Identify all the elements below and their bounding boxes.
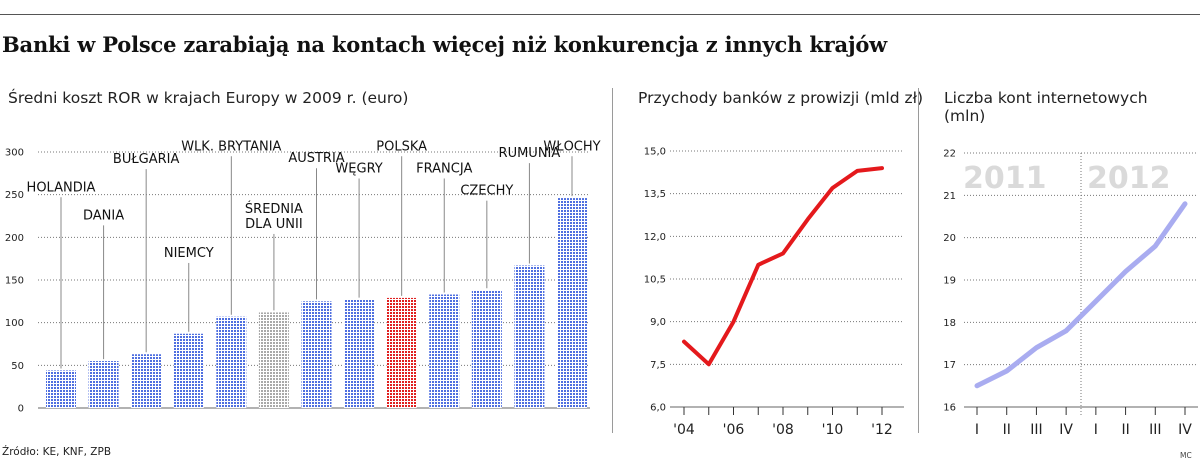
bar <box>557 198 587 408</box>
x-tick-label: III <box>1149 422 1161 438</box>
category-label: POLSKA <box>376 139 427 154</box>
y-tick-label: 7,5 <box>650 360 666 371</box>
main-title: Banki w Polsce zarabiają na kontach więc… <box>2 32 888 57</box>
x-tick-label: '10 <box>822 422 844 438</box>
y-tick-label: 16 <box>943 403 956 414</box>
y-tick-label: 17 <box>943 360 956 371</box>
accounts-chart-title: Liczba kont internetowych (mln) <box>944 89 1148 125</box>
bar-chart: 0 50 100 150 200 250 300 HOLANDIA DANIA BUŁGARIA N… <box>5 139 601 415</box>
y-tick-label: 150 <box>5 276 24 287</box>
category-label: ŚREDNIA <box>245 201 303 217</box>
year-label: 2011 <box>963 161 1047 196</box>
bar <box>88 361 119 408</box>
bar-chart-title: Średni koszt ROR w krajach Europy w 2009… <box>8 89 409 107</box>
panel-divider <box>612 88 613 433</box>
x-tick-label: IV <box>1059 422 1073 438</box>
category-label: WLK. BRYTANIA <box>181 139 281 154</box>
x-tick-label: II <box>1003 422 1011 438</box>
y-tick-label: 6,0 <box>650 403 666 414</box>
y-tick-label: 0 <box>18 404 24 415</box>
y-tick-label: 9,0 <box>650 317 666 328</box>
credit: MC <box>1180 451 1192 460</box>
category-label: NIEMCY <box>164 246 214 261</box>
y-tick-label: 200 <box>5 233 24 244</box>
x-tick-label: IV <box>1178 422 1192 438</box>
bar <box>173 333 204 408</box>
x-tick-label: II <box>1121 422 1129 438</box>
category-label: RUMUNIA <box>499 146 561 161</box>
x-tick-label: I <box>975 422 979 438</box>
y-tick-label: 20 <box>943 233 956 244</box>
y-tick-label: 18 <box>943 318 956 329</box>
bar <box>471 290 502 408</box>
y-tick-label: 100 <box>5 318 24 329</box>
category-label: BUŁGARIA <box>113 152 180 167</box>
series-line <box>974 201 1188 389</box>
bar <box>216 316 247 408</box>
bar <box>301 301 332 408</box>
source-note: Źródło: KE, KNF, ZPB <box>2 446 112 458</box>
category-label: DLA UNII <box>245 217 302 232</box>
category-label: FRANCJA <box>416 161 472 176</box>
category-label: HOLANDIA <box>27 180 96 195</box>
bar <box>514 265 545 408</box>
year-label: 2012 <box>1087 161 1171 196</box>
x-tick-label: '08 <box>772 422 794 438</box>
y-tick-label: 15,0 <box>644 147 666 158</box>
category-label: WĘGRY <box>335 161 382 176</box>
x-tick-label: '12 <box>871 422 893 438</box>
y-tick-label: 10,5 <box>644 275 666 286</box>
bar <box>429 294 460 408</box>
y-tick-label: 300 <box>5 148 24 159</box>
bar <box>258 312 289 408</box>
category-label: DANIA <box>83 208 124 223</box>
x-tick-label: III <box>1030 422 1042 438</box>
bar <box>386 297 417 408</box>
x-tick-label: '06 <box>723 422 745 438</box>
y-tick-label: 21 <box>943 191 956 202</box>
category-label: CZECHY <box>460 184 513 199</box>
bar <box>344 299 375 408</box>
y-tick-label: 19 <box>943 276 956 287</box>
category-label: AUSTRIA <box>288 151 344 166</box>
bar <box>131 354 162 408</box>
x-tick-label: I <box>1094 422 1098 438</box>
panel-divider <box>918 88 919 433</box>
y-tick-label: 12,0 <box>644 232 666 243</box>
x-tick-label: '04 <box>673 422 695 438</box>
y-tick-label: 13,5 <box>644 189 666 200</box>
revenue-line-chart: 6,0 7,5 9,0 10,5 12,0 13,5 15,0 '04 '06 '08 '10 '12 <box>644 147 904 438</box>
revenue-chart-title: Przychody banków z prowizji (mld zł) <box>638 89 924 107</box>
y-tick-label: 250 <box>5 190 24 201</box>
category-label: WŁOCHY <box>543 139 600 154</box>
y-tick-label: 50 <box>11 361 24 372</box>
bar <box>46 370 76 408</box>
y-tick-label: 22 <box>943 149 956 160</box>
top-rule <box>0 14 1200 15</box>
series-line <box>682 166 884 367</box>
